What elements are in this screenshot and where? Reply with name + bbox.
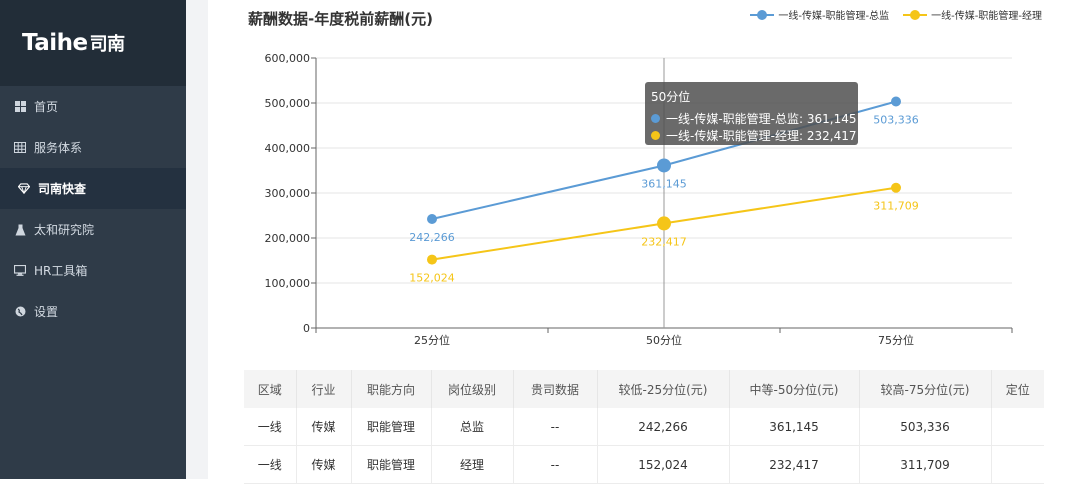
table-cell: 职能管理 bbox=[351, 445, 432, 484]
brand-logo[interactable]: Taihe 司南 bbox=[22, 30, 125, 56]
table-cell: -- bbox=[513, 445, 598, 484]
data-point bbox=[657, 216, 671, 231]
tooltip-value: 一线-传媒-职能管理-总监: 361,145 bbox=[666, 112, 857, 126]
grid-icon bbox=[14, 101, 26, 113]
table-cell: 一线 bbox=[244, 445, 297, 484]
sidebar-item-home[interactable]: 首页 bbox=[0, 86, 186, 127]
table-cell: -- bbox=[513, 408, 598, 446]
sidebar-item-settings[interactable]: 设置 bbox=[0, 291, 186, 332]
data-label: 311,709 bbox=[873, 200, 919, 213]
sidebar-item-label: 服务体系 bbox=[34, 141, 83, 155]
column-header[interactable]: 中等-50分位(元) bbox=[729, 370, 860, 408]
sidebar-item-label: 司南快查 bbox=[38, 182, 87, 196]
column-header[interactable]: 较高-75分位(元) bbox=[859, 370, 992, 408]
monitor-icon bbox=[14, 265, 26, 277]
tooltip-value: 一线-传媒-职能管理-经理: 232,417 bbox=[666, 129, 857, 143]
brand-name-cn: 司南 bbox=[89, 34, 126, 55]
data-point bbox=[657, 158, 671, 173]
table-cell: 职能管理 bbox=[351, 408, 432, 446]
y-tick-label: 300,000 bbox=[265, 187, 311, 200]
data-point bbox=[891, 96, 901, 107]
content-gutter bbox=[186, 0, 208, 479]
y-tick-label: 0 bbox=[303, 322, 310, 335]
chart-legend: 一线-传媒-职能管理-总监 一线-传媒-职能管理-经理 bbox=[736, 7, 1042, 22]
data-label: 152,024 bbox=[409, 272, 455, 285]
chart-tooltip: 50分位 一线-传媒-职能管理-总监: 361,145 一线-传媒-职能管理-经… bbox=[645, 82, 858, 145]
data-point bbox=[427, 254, 437, 265]
column-header[interactable]: 行业 bbox=[296, 370, 352, 408]
table-cell: 经理 bbox=[431, 445, 514, 484]
column-header[interactable]: 贵司数据 bbox=[513, 370, 598, 408]
series-dot-icon bbox=[651, 114, 660, 123]
sidebar: Taihe 司南 首页 服务体系 司南快查 太和研究院 bbox=[0, 0, 186, 479]
table-cell: 361,145 bbox=[729, 408, 860, 446]
logo-area: Taihe 司南 bbox=[0, 0, 186, 86]
chart-title: 薪酬数据-年度税前薪酬(元) bbox=[248, 10, 433, 28]
salary-table: 区域 行业 职能方向 岗位级别 贵司数据 较低-25分位(元) 中等-50分位(… bbox=[244, 370, 1044, 484]
y-tick-label: 600,000 bbox=[265, 52, 311, 65]
data-label: 242,266 bbox=[409, 231, 455, 244]
table-row[interactable]: 一线 传媒 职能管理 总监 -- 242,266 361,145 503,336 bbox=[244, 408, 1044, 446]
data-point bbox=[427, 213, 437, 224]
column-header[interactable]: 职能方向 bbox=[351, 370, 432, 408]
sidebar-item-label: 设置 bbox=[34, 305, 59, 319]
table-cell: 总监 bbox=[431, 408, 514, 446]
column-header[interactable]: 较低-25分位(元) bbox=[597, 370, 730, 408]
legend-item-manager[interactable]: 一线-传媒-职能管理-经理 bbox=[903, 7, 1042, 22]
table-cell: 311,709 bbox=[859, 445, 992, 484]
table-icon bbox=[14, 142, 26, 154]
column-header[interactable]: 定位 bbox=[991, 370, 1044, 408]
x-tick-label: 50分位 bbox=[646, 333, 682, 347]
legend-line-icon bbox=[750, 9, 775, 20]
sidebar-item-taihe-institute[interactable]: 太和研究院 bbox=[0, 209, 186, 250]
column-header[interactable]: 岗位级别 bbox=[431, 370, 514, 408]
legend-item-director[interactable]: 一线-传媒-职能管理-总监 bbox=[750, 7, 889, 22]
series-dot-icon bbox=[651, 131, 660, 140]
data-label: 232,417 bbox=[641, 235, 687, 248]
table-cell: 一线 bbox=[244, 408, 297, 446]
sidebar-item-service-system[interactable]: 服务体系 bbox=[0, 127, 186, 168]
x-tick-label: 75分位 bbox=[878, 333, 914, 347]
legend-line-icon bbox=[903, 9, 928, 20]
tooltip-title: 50分位 bbox=[651, 90, 691, 104]
table-header-row: 区域 行业 职能方向 岗位级别 贵司数据 较低-25分位(元) 中等-50分位(… bbox=[244, 370, 1044, 408]
brand-name: Taihe bbox=[22, 30, 88, 56]
table-cell: 传媒 bbox=[296, 408, 352, 446]
y-tick-label: 400,000 bbox=[265, 142, 311, 155]
tooltip-row: 一线-传媒-职能管理-经理: 232,417 bbox=[651, 127, 856, 144]
table-row[interactable]: 一线 传媒 职能管理 经理 -- 152,024 232,417 311,709 bbox=[244, 445, 1044, 484]
table-cell: 传媒 bbox=[296, 445, 352, 484]
diamond-icon bbox=[18, 183, 30, 195]
table-cell bbox=[991, 408, 1044, 446]
sidebar-nav: 首页 服务体系 司南快查 太和研究院 HR工具箱 bbox=[0, 86, 186, 332]
sidebar-item-hr-toolbox[interactable]: HR工具箱 bbox=[0, 250, 186, 291]
sidebar-item-sinan-query[interactable]: 司南快查 bbox=[0, 168, 186, 209]
data-label: 503,336 bbox=[873, 113, 919, 126]
tooltip-row: 一线-传媒-职能管理-总监: 361,145 bbox=[651, 110, 856, 127]
globe-icon bbox=[14, 306, 26, 318]
flask-icon bbox=[14, 224, 26, 236]
data-point bbox=[891, 182, 901, 193]
x-tick-label: 25分位 bbox=[414, 333, 450, 347]
sidebar-item-label: HR工具箱 bbox=[34, 264, 88, 278]
sidebar-item-label: 太和研究院 bbox=[34, 223, 95, 237]
column-header[interactable]: 区域 bbox=[244, 370, 297, 408]
legend-label: 一线-传媒-职能管理-总监 bbox=[778, 11, 890, 22]
table-cell: 503,336 bbox=[859, 408, 992, 446]
legend-label: 一线-传媒-职能管理-经理 bbox=[931, 11, 1042, 22]
table-cell: 242,266 bbox=[597, 408, 730, 446]
table-cell: 232,417 bbox=[729, 445, 860, 484]
sidebar-item-label: 首页 bbox=[34, 100, 59, 114]
table-cell: 152,024 bbox=[597, 445, 730, 484]
data-label: 361,145 bbox=[641, 177, 687, 190]
table-cell bbox=[991, 445, 1044, 484]
y-tick-label: 500,000 bbox=[265, 97, 311, 110]
y-tick-label: 100,000 bbox=[265, 277, 311, 290]
y-tick-label: 200,000 bbox=[265, 232, 311, 245]
